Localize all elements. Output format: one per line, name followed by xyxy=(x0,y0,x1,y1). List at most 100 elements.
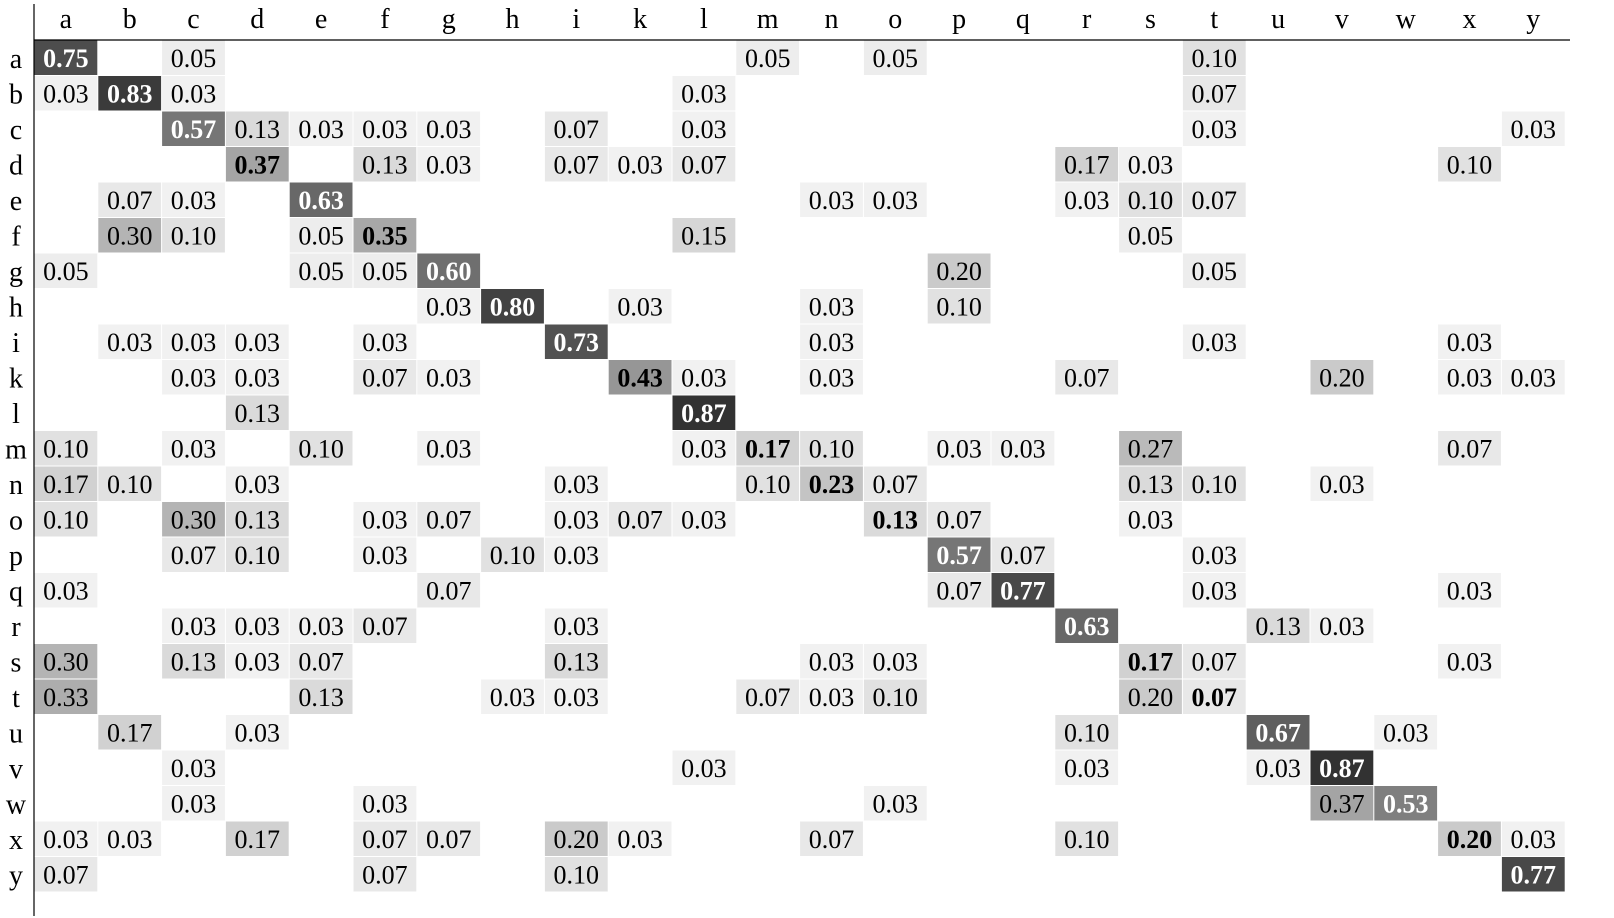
heatmap-cell-a-a xyxy=(34,40,98,75)
cell-value-k-g: 0.03 xyxy=(426,363,472,392)
row-label-c: c xyxy=(10,115,22,146)
heatmap-cell-t-s xyxy=(1119,679,1182,714)
heatmap-cell-l-d xyxy=(225,395,289,430)
cell-value-o-a: 0.10 xyxy=(43,505,89,534)
cell-value-x-a: 0.03 xyxy=(43,825,89,854)
heatmap-cell-b-t xyxy=(1182,76,1246,111)
heatmap-cell-e-s xyxy=(1119,182,1182,217)
heatmap-cell-r-f xyxy=(353,608,417,643)
cell-value-n-d: 0.03 xyxy=(235,470,281,499)
cell-value-t-s: 0.20 xyxy=(1128,683,1174,712)
heatmap-cell-i-c xyxy=(162,324,225,359)
cell-value-u-u: 0.67 xyxy=(1255,718,1301,747)
cell-value-u-b: 0.17 xyxy=(107,718,153,747)
heatmap-cell-q-a xyxy=(34,573,98,608)
cell-value-g-f: 0.05 xyxy=(362,257,408,286)
cell-value-q-g: 0.07 xyxy=(426,576,472,605)
cell-value-p-q: 0.07 xyxy=(1000,541,1046,570)
cell-value-b-b: 0.83 xyxy=(107,79,153,108)
heatmap-cell-k-c xyxy=(162,360,225,395)
row-label-i: i xyxy=(12,328,20,359)
heatmap-cell-d-r xyxy=(1055,147,1119,182)
heatmap-cell-x-x xyxy=(1438,821,1501,856)
heatmap-cell-f-l xyxy=(672,218,736,253)
heatmap-cell-o-d xyxy=(225,502,289,537)
cell-value-y-a: 0.07 xyxy=(43,860,89,889)
heatmap-cells: 0.75 0.05 0.05 0.05 0.10 0.03 0.83 0.03 0.03 0.07… xyxy=(34,40,1565,892)
heatmap-cell-c-i xyxy=(544,111,608,146)
row-label-g: g xyxy=(9,257,23,288)
heatmap-cell-c-t xyxy=(1182,111,1246,146)
cell-value-x-k: 0.03 xyxy=(617,825,663,854)
heatmap-cell-o-f xyxy=(353,502,417,537)
cell-value-x-i: 0.20 xyxy=(554,825,600,854)
row-label-d: d xyxy=(9,150,23,181)
heatmap-cell-o-s xyxy=(1119,502,1182,537)
heatmap-cell-m-e xyxy=(289,431,353,466)
cell-value-y-f: 0.07 xyxy=(362,860,408,889)
cell-value-f-c: 0.10 xyxy=(171,221,217,250)
heatmap-cell-f-c xyxy=(162,218,225,253)
heatmap-cell-d-l xyxy=(672,147,736,182)
heatmap-cell-u-r xyxy=(1055,715,1119,750)
heatmap-cell-h-k xyxy=(608,289,672,324)
row-label-a: a xyxy=(10,44,23,75)
cell-value-r-c: 0.03 xyxy=(171,612,217,641)
heatmap-cell-y-i xyxy=(544,857,608,892)
cell-value-n-v: 0.03 xyxy=(1319,470,1365,499)
heatmap-cell-p-i xyxy=(544,537,608,572)
cell-value-p-c: 0.07 xyxy=(171,541,217,570)
cell-value-m-p: 0.03 xyxy=(936,434,982,463)
heatmap-cell-x-r xyxy=(1055,821,1119,856)
heatmap-cell-p-d xyxy=(225,537,289,572)
heatmap-cell-q-p xyxy=(927,573,991,608)
cell-value-m-l: 0.03 xyxy=(681,434,727,463)
heatmap-cell-u-w xyxy=(1374,715,1438,750)
heatmap-cell-v-u xyxy=(1246,750,1310,785)
heatmap-cell-g-e xyxy=(289,253,353,288)
heatmap-cell-q-x xyxy=(1438,573,1501,608)
heatmap-cell-o-a xyxy=(34,502,98,537)
heatmap-cell-g-p xyxy=(927,253,991,288)
cell-value-k-k: 0.43 xyxy=(617,363,663,392)
heatmap-cell-f-s xyxy=(1119,218,1182,253)
cell-value-k-r: 0.07 xyxy=(1064,363,1110,392)
heatmap-cell-t-m xyxy=(736,679,800,714)
heatmap-cell-d-f xyxy=(353,147,417,182)
cell-value-o-o: 0.13 xyxy=(873,505,919,534)
heatmap-cell-w-v xyxy=(1310,786,1374,821)
heatmap-cell-s-s xyxy=(1119,644,1182,679)
heatmap-cell-r-r xyxy=(1055,608,1119,643)
heatmap-cell-x-y xyxy=(1501,821,1565,856)
column-label-n: n xyxy=(825,4,839,35)
heatmap-cell-s-a xyxy=(34,644,98,679)
column-label-b: b xyxy=(123,4,137,35)
heatmap-cell-e-t xyxy=(1182,182,1246,217)
heatmap-cell-m-p xyxy=(927,431,991,466)
heatmap-cell-r-v xyxy=(1310,608,1374,643)
heatmap-cell-p-t xyxy=(1182,537,1246,572)
cell-value-x-x: 0.20 xyxy=(1447,825,1493,854)
heatmap-cell-o-l xyxy=(672,502,736,537)
column-label-x: x xyxy=(1463,4,1477,35)
heatmap-cell-o-o xyxy=(863,502,927,537)
heatmap-cell-e-o xyxy=(863,182,927,217)
cell-value-r-u: 0.13 xyxy=(1255,612,1301,641)
cell-value-o-p: 0.07 xyxy=(936,505,982,534)
column-label-f: f xyxy=(380,4,390,35)
heatmap-cell-h-g xyxy=(417,289,481,324)
cell-value-k-f: 0.07 xyxy=(362,363,408,392)
heatmap-cell-t-n xyxy=(800,679,863,714)
cell-value-b-a: 0.03 xyxy=(43,79,89,108)
cell-value-p-t: 0.03 xyxy=(1192,541,1238,570)
cell-value-h-k: 0.03 xyxy=(617,292,663,321)
cell-value-r-v: 0.03 xyxy=(1319,612,1365,641)
heatmap-cell-s-i xyxy=(544,644,608,679)
heatmap-cell-m-g xyxy=(417,431,481,466)
column-label-l: l xyxy=(700,4,708,35)
cell-value-i-x: 0.03 xyxy=(1447,328,1493,357)
heatmap-cell-e-n xyxy=(800,182,863,217)
heatmap-cell-y-y xyxy=(1501,857,1565,892)
heatmap-cell-r-u xyxy=(1246,608,1310,643)
heatmap-cell-k-y xyxy=(1501,360,1565,395)
